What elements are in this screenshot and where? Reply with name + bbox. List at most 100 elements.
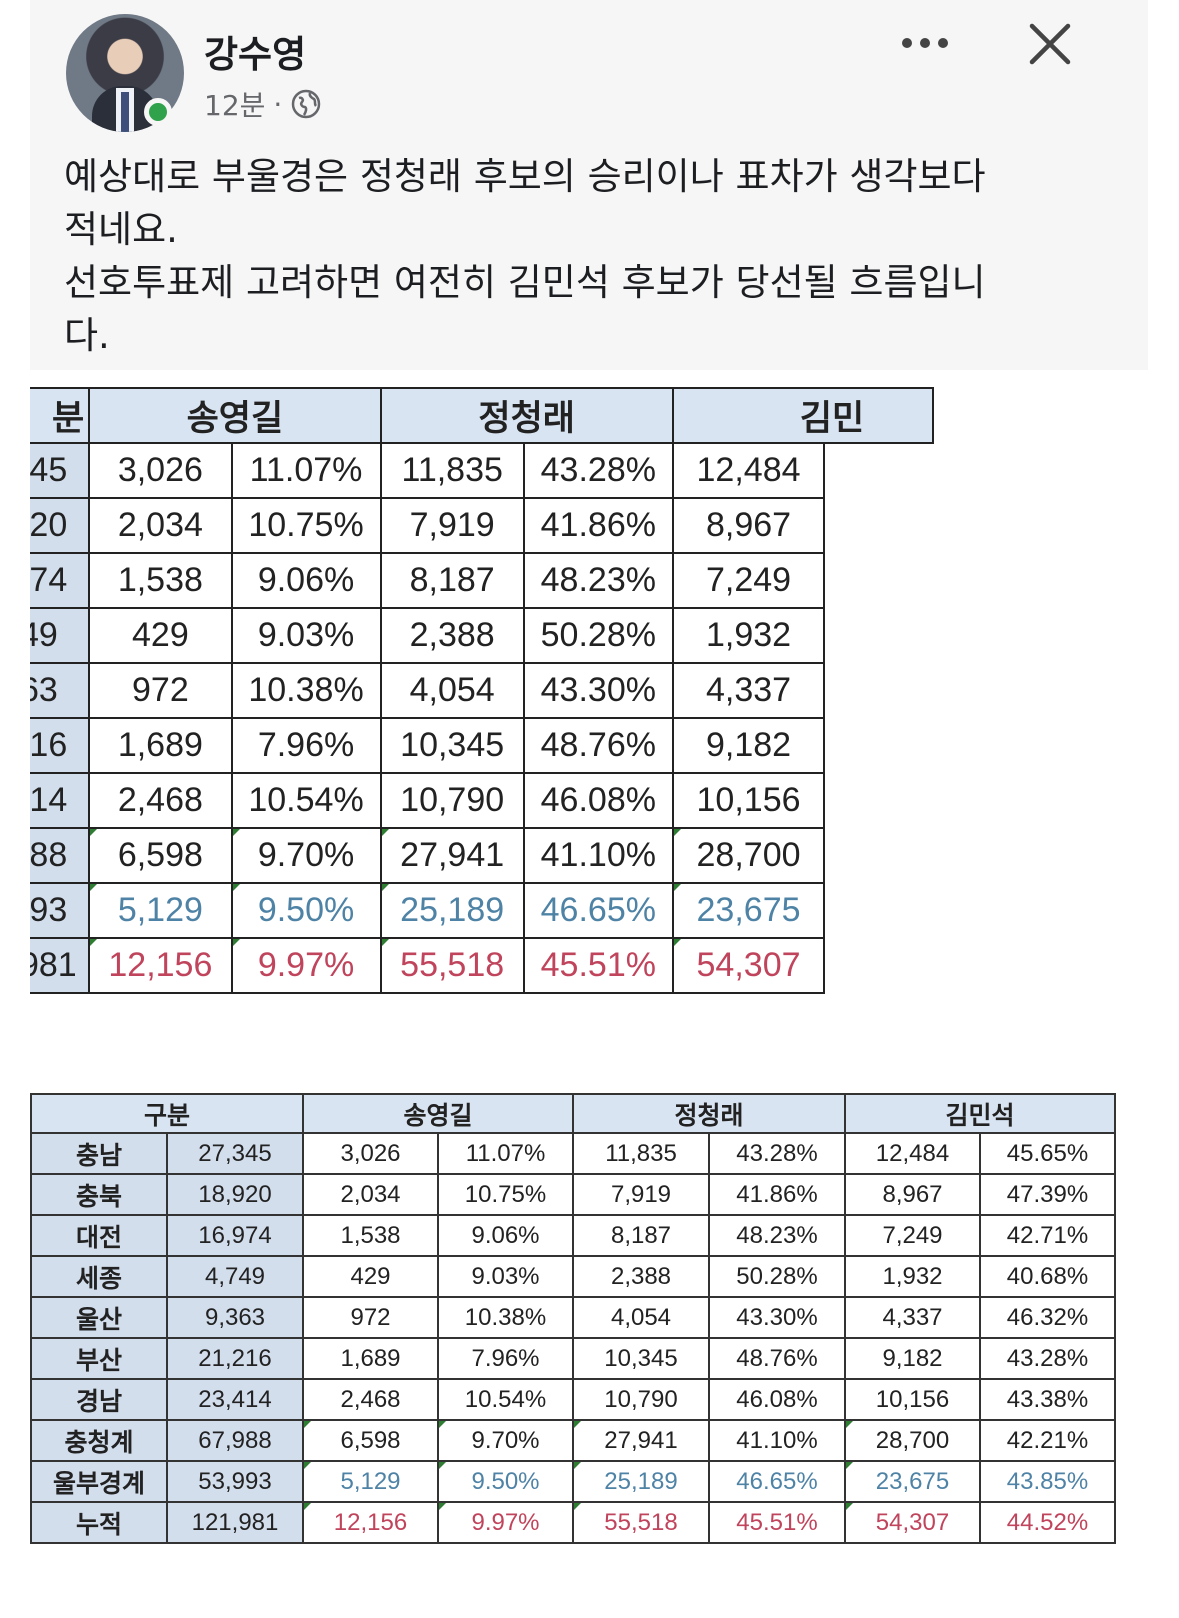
region-name-cell: 충청계 — [30, 1419, 168, 1462]
author-name[interactable]: 강수영 — [204, 33, 307, 76]
table-cell: 43.28% — [522, 442, 674, 499]
table-cell: 1,932 — [844, 1255, 981, 1298]
table-cell: 10.75% — [230, 497, 382, 554]
table-cell: 2,388 — [379, 607, 525, 664]
more-options-icon[interactable] — [898, 28, 952, 58]
table-cell: 9.06% — [230, 552, 382, 609]
close-icon[interactable] — [1024, 18, 1076, 70]
header-candidate-song: 송영길 — [88, 387, 382, 444]
total-votes-cell: 18,920 — [166, 1173, 304, 1216]
table-cell: 10.38% — [437, 1296, 574, 1339]
table-row: 충북 18,920 2,034 10.75% 7,919 41.86% 8,967 47.39… — [30, 1173, 1116, 1216]
table-cell: 46.65% — [522, 882, 674, 939]
table-cell: 11.07% — [437, 1132, 574, 1175]
total-votes-cell: 16,974 — [166, 1214, 304, 1257]
table-cell: 12,156 — [88, 937, 233, 994]
results-table-zoomed: 분 송영길 정청래 김민 27,3453,02611.07%11,83543.2… — [30, 387, 1114, 999]
table-cell: 9.03% — [230, 607, 382, 664]
table-cell: 4,054 — [572, 1296, 710, 1339]
table-cell: 45.51% — [522, 937, 674, 994]
table-cell: 7,919 — [379, 497, 525, 554]
table-cell: 10,790 — [572, 1378, 710, 1421]
results-table-full: 구분 송영길 정청래 김민석 충남 27,345 3,026 11.07% 11,835… — [30, 1093, 1116, 1544]
table-cell: 46.08% — [522, 772, 674, 829]
total-votes-cell: 9,363 — [166, 1296, 304, 1339]
table-cell: 41.86% — [522, 497, 674, 554]
table-cell: 9.70% — [437, 1419, 574, 1462]
table-cell: 9,182 — [844, 1337, 981, 1380]
table-cell: 9.50% — [437, 1460, 574, 1503]
table-row: 울산 9,363 972 10.38% 4,054 43.30% 4,337 46.32% — [30, 1296, 1116, 1339]
region-name-cell: 울부경계 — [30, 1460, 168, 1503]
region-name-cell: 부산 — [30, 1337, 168, 1380]
total-votes-cell: 67,988 — [166, 1419, 304, 1462]
table-cell: 10,345 — [379, 717, 525, 774]
table-cell: 10.38% — [230, 662, 382, 719]
table-cell: 1,932 — [671, 607, 826, 664]
total-votes-cell: 121,981 — [30, 937, 91, 994]
region-name-cell: 대전 — [30, 1214, 168, 1257]
table-cell: 5,129 — [88, 882, 233, 939]
table-row: 부산 21,216 1,689 7.96% 10,345 48.76% 9,182 43.28… — [30, 1337, 1116, 1380]
table-cell: 55,518 — [572, 1501, 710, 1544]
table-row: 대전 16,974 1,538 9.06% 8,187 48.23% 7,249 42.71% — [30, 1214, 1116, 1257]
table-cell: 54,307 — [844, 1501, 981, 1544]
table-cell: 27,941 — [572, 1419, 710, 1462]
table-cell: 43.28% — [979, 1337, 1116, 1380]
table-cell: 50.28% — [708, 1255, 846, 1298]
table-cell: 12,484 — [844, 1132, 981, 1175]
table-cell: 7.96% — [230, 717, 382, 774]
table-cell: 42.71% — [979, 1214, 1116, 1257]
table-cell: 25,189 — [379, 882, 525, 939]
total-votes-cell: 53,993 — [30, 882, 91, 939]
table-cell: 7.96% — [437, 1337, 574, 1380]
table-cell: 9,182 — [671, 717, 826, 774]
table-cell: 47.39% — [979, 1173, 1116, 1216]
table-cell: 2,034 — [88, 497, 233, 554]
post-time[interactable]: 12분 — [204, 89, 266, 122]
table-cell: 11,835 — [379, 442, 525, 499]
table-row: 경남 23,414 2,468 10.54% 10,790 46.08% 10,156 43.… — [30, 1378, 1116, 1421]
table-cell: 8,187 — [379, 552, 525, 609]
table-cell: 1,689 — [88, 717, 233, 774]
table-cell: 10.54% — [437, 1378, 574, 1421]
table-cell: 429 — [88, 607, 233, 664]
table-cell: 23,675 — [671, 882, 826, 939]
table-cell: 43.30% — [708, 1296, 846, 1339]
table-cell: 41.10% — [708, 1419, 846, 1462]
table-cell: 48.23% — [522, 552, 674, 609]
total-votes-cell: 27,345 — [30, 442, 91, 499]
table-row: 누적 121,981 12,156 9.97% 55,518 45.51% 54,307 44… — [30, 1501, 1116, 1544]
table-cell: 40.68% — [979, 1255, 1116, 1298]
total-votes-cell: 121,981 — [166, 1501, 304, 1544]
table-cell: 7,249 — [671, 552, 826, 609]
table-cell: 46.65% — [708, 1460, 846, 1503]
post-header-card — [30, 0, 1148, 370]
table-cell: 10.75% — [437, 1173, 574, 1216]
table-cell: 42.21% — [979, 1419, 1116, 1462]
table-cell: 4,337 — [844, 1296, 981, 1339]
table-cell: 9.97% — [437, 1501, 574, 1544]
table-cell: 48.23% — [708, 1214, 846, 1257]
table-cell: 8,187 — [572, 1214, 710, 1257]
table-cell: 9.06% — [437, 1214, 574, 1257]
table-cell: 972 — [88, 662, 233, 719]
table-cell: 48.76% — [522, 717, 674, 774]
table-cell: 54,307 — [671, 937, 826, 994]
table-cell: 2,034 — [302, 1173, 439, 1216]
table-cell: 25,189 — [572, 1460, 710, 1503]
table-cell: 6,598 — [302, 1419, 439, 1462]
total-votes-cell: 4,749 — [166, 1255, 304, 1298]
table-cell: 11.07% — [230, 442, 382, 499]
table-cell: 12,156 — [302, 1501, 439, 1544]
table-cell: 3,026 — [302, 1132, 439, 1175]
table-cell: 43.85% — [979, 1460, 1116, 1503]
table-cell: 12,484 — [671, 442, 826, 499]
region-name-cell: 누적 — [30, 1501, 168, 1544]
region-name-cell: 충남 — [30, 1132, 168, 1175]
